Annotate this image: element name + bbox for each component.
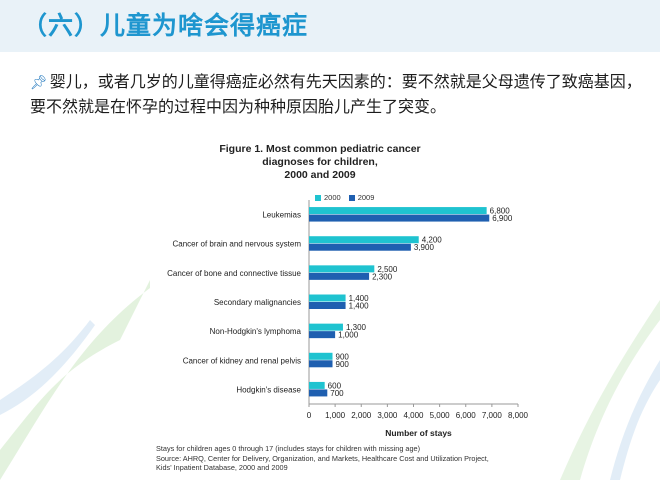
legend-swatch-2009: [348, 194, 355, 201]
data-label: 3,900: [414, 243, 435, 252]
data-label: 1,000: [338, 331, 359, 340]
category-label: Non-Hodgkin's lymphoma: [210, 327, 302, 336]
body-text: 婴儿，或者几岁的儿童得癌症必然有先天因素的：要不然就是父母遗传了致癌基因，要不然…: [30, 72, 642, 116]
bar-2000: [309, 323, 343, 331]
slide-title: （六）儿童为啥会得癌症: [22, 11, 309, 40]
bar-2009: [309, 272, 370, 280]
x-tick-label: 6,000: [456, 411, 477, 420]
data-label: 1,300: [346, 323, 367, 332]
legend-item-2000: 2000: [315, 193, 341, 202]
legend-item-2009: 2009: [348, 193, 375, 202]
data-label: 1,400: [349, 294, 370, 303]
x-tick-label: 4,000: [403, 411, 424, 420]
category-label: Cancer of kidney and renal pelvis: [183, 356, 301, 365]
footnote-line-3: Kids' Inpatient Database, 2000 and 2009: [156, 463, 288, 472]
footnote-line-2: Source: AHRQ, Center for Delivery, Organ…: [156, 453, 489, 463]
category-label: Secondary malignancies: [214, 298, 301, 307]
data-label: 6,900: [492, 214, 513, 223]
title-band: [0, 0, 660, 52]
x-tick-label: 1,000: [325, 411, 346, 420]
x-tick-label: 8,000: [508, 411, 529, 420]
x-tick-label: 7,000: [482, 411, 503, 420]
decorative-ribbon-left: [0, 280, 150, 480]
legend-swatch-2000: [315, 194, 321, 201]
decorative-ribbon-right: [560, 300, 660, 480]
x-axis-label: Number of stays: [385, 428, 452, 438]
data-label: 700: [330, 389, 344, 398]
data-label: 2,500: [377, 265, 398, 274]
body-paragraph: 📌︎ 婴儿，或者几岁的儿童得癌症必然有先天因素的：要不然就是父母遗传了致癌基因，要…: [30, 70, 650, 118]
category-label: Hodgkin's disease: [236, 385, 301, 394]
chart-title-line-1: Figure 1. Most common pediatric cancer: [219, 143, 421, 155]
bar-2000: [309, 381, 325, 389]
bar-2009: [309, 214, 490, 222]
category-label: Cancer of bone and connective tissue: [167, 269, 301, 278]
x-tick-label: 3,000: [377, 411, 398, 420]
footnote-line-1: Stays for children ages 0 through 17 (in…: [156, 444, 421, 453]
legend-label-2009: 2009: [357, 193, 375, 202]
bar-2000: [309, 265, 375, 273]
x-tick-label: 2,000: [351, 411, 372, 420]
data-label: 900: [336, 360, 350, 369]
bar-2000: [309, 294, 346, 302]
chart-title-line-3: 2000 and 2009: [284, 169, 356, 181]
bar-2000: [309, 207, 487, 215]
bar-2000: [309, 236, 419, 244]
data-label: 900: [336, 352, 350, 361]
data-label: 600: [328, 381, 342, 390]
legend-label-2000: 2000: [324, 193, 341, 202]
bar-2000: [309, 352, 333, 360]
category-label: Leukemias: [262, 211, 301, 220]
x-tick-label: 0: [307, 411, 312, 420]
chart-title: Figure 1. Most common pediatric cancer d…: [140, 143, 500, 182]
bar-2009: [309, 302, 346, 309]
x-tick-label: 5,000: [430, 411, 451, 420]
chart-footnote: Stays for children ages 0 through 17 (in…: [156, 444, 556, 473]
data-label: 6,800: [490, 207, 511, 216]
bar-2009: [309, 389, 328, 397]
chart-title-line-2: diagnoses for children,: [262, 156, 378, 168]
data-label: 2,300: [372, 272, 393, 281]
bar-2009: [309, 243, 411, 251]
data-label: 1,400: [349, 302, 370, 311]
pin-icon: 📌︎: [30, 75, 48, 91]
category-label: Cancer of brain and nervous system: [172, 240, 301, 249]
bar-2009: [309, 360, 333, 368]
data-label: 4,200: [422, 236, 443, 245]
chart-legend: 2000 2009: [315, 193, 374, 202]
bar-2009: [309, 331, 336, 339]
